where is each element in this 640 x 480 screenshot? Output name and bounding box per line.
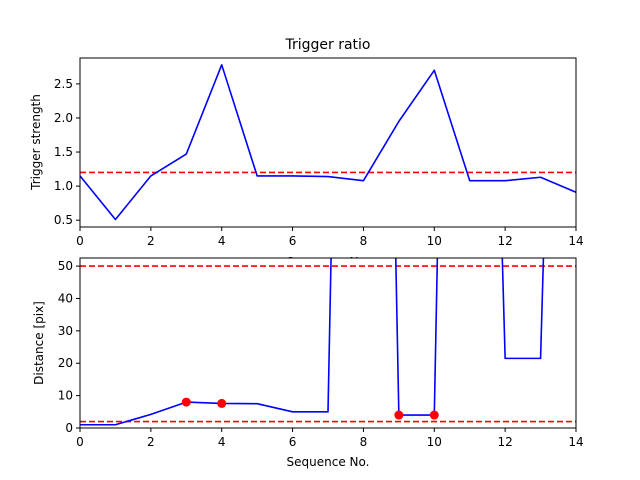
x-tick-label: 0 <box>76 435 84 449</box>
x-axis-label: Sequence No. <box>287 455 370 469</box>
x-tick-label: 8 <box>360 234 368 248</box>
x-tick-label: 2 <box>147 234 155 248</box>
y-axis-label: Distance [pix] <box>32 301 46 385</box>
x-tick-label: 12 <box>498 234 513 248</box>
data-point-marker <box>394 410 404 420</box>
x-tick-label: 8 <box>360 435 368 449</box>
x-tick-label: 2 <box>147 435 155 449</box>
y-tick-label: 50 <box>58 259 73 273</box>
y-tick-label: 1.0 <box>54 179 73 193</box>
trigger-ratio-chart: Trigger ratio 0 2 4 6 8 10 12 14 0.5 1.0 1.5 2.0 2.5… <box>29 37 584 269</box>
data-point-marker <box>181 397 191 407</box>
x-tick-label: 12 <box>498 435 513 449</box>
data-point-marker <box>429 410 439 420</box>
x-tick-label: 14 <box>568 234 583 248</box>
x-tick-label: 10 <box>427 234 442 248</box>
x-tick-label: 4 <box>218 435 226 449</box>
y-tick-label: 2.5 <box>54 77 73 91</box>
plot-data <box>80 64 576 221</box>
y-tick-label: 40 <box>58 291 73 305</box>
y-tick-label: 30 <box>58 324 73 338</box>
y-tick-label: 0.5 <box>54 213 73 227</box>
x-tick-label: 6 <box>289 234 297 248</box>
x-tick-label: 4 <box>218 234 226 248</box>
y-tick-label: 10 <box>58 389 73 403</box>
plot-data <box>80 258 576 426</box>
data-point-marker <box>217 398 227 408</box>
series-line <box>80 258 545 426</box>
distance-chart: 0 2 4 6 8 10 12 14 0 10 20 30 40 50 Distance [pix] Se… <box>32 257 584 469</box>
y-tick-label: 0 <box>65 421 73 435</box>
x-tick-label: 6 <box>289 435 297 449</box>
y-tick-label: 2.0 <box>54 111 73 125</box>
axes-frame <box>79 257 577 429</box>
x-tick-label: 14 <box>568 435 583 449</box>
y-tick-label: 20 <box>58 356 73 370</box>
y-tick-label: 1.5 <box>54 145 73 159</box>
plot-area: 0 2 4 6 8 10 12 14 0.5 1.0 1.5 2.0 2.5 <box>54 57 584 248</box>
x-tick-label: 0 <box>76 234 84 248</box>
axes-frame <box>79 57 577 228</box>
plot-area: 0 2 4 6 8 10 12 14 0 10 20 30 40 50 <box>58 257 584 449</box>
series-line <box>80 64 576 221</box>
chart-title: Trigger ratio <box>284 37 370 53</box>
x-tick-label: 10 <box>427 435 442 449</box>
y-axis-label: Trigger strength <box>29 94 43 191</box>
